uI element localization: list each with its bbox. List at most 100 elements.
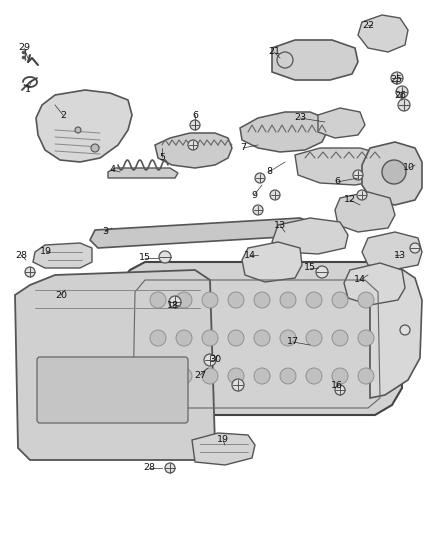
Text: 30: 30 [209, 356, 221, 365]
Circle shape [254, 368, 270, 384]
Text: 19: 19 [40, 247, 52, 256]
Circle shape [255, 173, 265, 183]
Text: 14: 14 [354, 276, 366, 285]
Circle shape [228, 330, 244, 346]
Circle shape [150, 292, 166, 308]
Polygon shape [358, 15, 408, 52]
Text: 15: 15 [139, 254, 151, 262]
Circle shape [202, 292, 218, 308]
Text: 13: 13 [394, 251, 406, 260]
Circle shape [280, 330, 296, 346]
Polygon shape [344, 263, 405, 305]
Text: 21: 21 [268, 47, 280, 56]
Circle shape [228, 368, 244, 384]
Circle shape [254, 330, 270, 346]
Circle shape [202, 330, 218, 346]
Circle shape [75, 127, 81, 133]
Polygon shape [155, 133, 232, 168]
Circle shape [335, 385, 345, 395]
Circle shape [357, 190, 367, 200]
Circle shape [150, 368, 166, 384]
Polygon shape [90, 218, 318, 248]
Text: 26: 26 [394, 91, 406, 100]
Circle shape [176, 330, 192, 346]
Text: 6: 6 [334, 177, 340, 187]
Text: 16: 16 [331, 381, 343, 390]
Circle shape [169, 296, 181, 308]
Polygon shape [240, 112, 328, 152]
Text: 23: 23 [294, 114, 306, 123]
Polygon shape [362, 232, 422, 270]
FancyBboxPatch shape [37, 357, 188, 423]
Text: 6: 6 [192, 110, 198, 119]
Polygon shape [115, 262, 402, 415]
Circle shape [332, 368, 348, 384]
Circle shape [176, 368, 192, 384]
Circle shape [398, 99, 410, 111]
Polygon shape [362, 142, 422, 205]
Polygon shape [36, 90, 132, 162]
Text: 2: 2 [60, 110, 66, 119]
Polygon shape [318, 108, 365, 138]
Polygon shape [192, 433, 255, 465]
Circle shape [188, 140, 198, 150]
Text: 22: 22 [362, 20, 374, 29]
Circle shape [332, 292, 348, 308]
Text: 12: 12 [344, 196, 356, 205]
Text: 15: 15 [304, 263, 316, 272]
Text: 9: 9 [251, 190, 257, 199]
Polygon shape [108, 168, 178, 178]
Circle shape [159, 251, 171, 263]
Circle shape [396, 86, 408, 98]
Circle shape [306, 292, 322, 308]
Circle shape [332, 330, 348, 346]
Text: 19: 19 [217, 435, 229, 445]
Circle shape [280, 368, 296, 384]
Polygon shape [335, 192, 395, 232]
Text: 7: 7 [240, 143, 246, 152]
Circle shape [306, 330, 322, 346]
Circle shape [150, 330, 166, 346]
Circle shape [190, 120, 200, 130]
Text: 28: 28 [15, 251, 27, 260]
Circle shape [400, 325, 410, 335]
Text: 25: 25 [390, 76, 402, 85]
Circle shape [91, 144, 99, 152]
Circle shape [253, 205, 263, 215]
Polygon shape [15, 270, 215, 460]
Text: 1: 1 [25, 85, 31, 94]
Text: 27: 27 [194, 370, 206, 379]
Circle shape [202, 368, 218, 384]
Text: 14: 14 [244, 251, 256, 260]
Text: 17: 17 [287, 337, 299, 346]
Text: 8: 8 [266, 167, 272, 176]
Polygon shape [242, 242, 302, 282]
Circle shape [316, 266, 328, 278]
Text: 3: 3 [102, 228, 108, 237]
Circle shape [353, 170, 363, 180]
Circle shape [232, 379, 244, 391]
Circle shape [358, 368, 374, 384]
Circle shape [382, 160, 406, 184]
Circle shape [280, 292, 296, 308]
Circle shape [176, 292, 192, 308]
Polygon shape [272, 218, 348, 254]
Text: 20: 20 [55, 290, 67, 300]
Circle shape [391, 72, 403, 84]
Text: 4: 4 [109, 166, 115, 174]
Circle shape [410, 243, 420, 253]
Text: 28: 28 [143, 464, 155, 472]
Circle shape [204, 354, 216, 366]
Text: 18: 18 [167, 301, 179, 310]
Circle shape [270, 190, 280, 200]
Text: 29: 29 [18, 44, 30, 52]
Text: 10: 10 [403, 164, 415, 173]
Polygon shape [370, 262, 422, 398]
Circle shape [254, 292, 270, 308]
Text: 5: 5 [159, 152, 165, 161]
Circle shape [25, 267, 35, 277]
Polygon shape [272, 40, 358, 80]
Polygon shape [33, 243, 92, 268]
Circle shape [358, 292, 374, 308]
Circle shape [165, 463, 175, 473]
